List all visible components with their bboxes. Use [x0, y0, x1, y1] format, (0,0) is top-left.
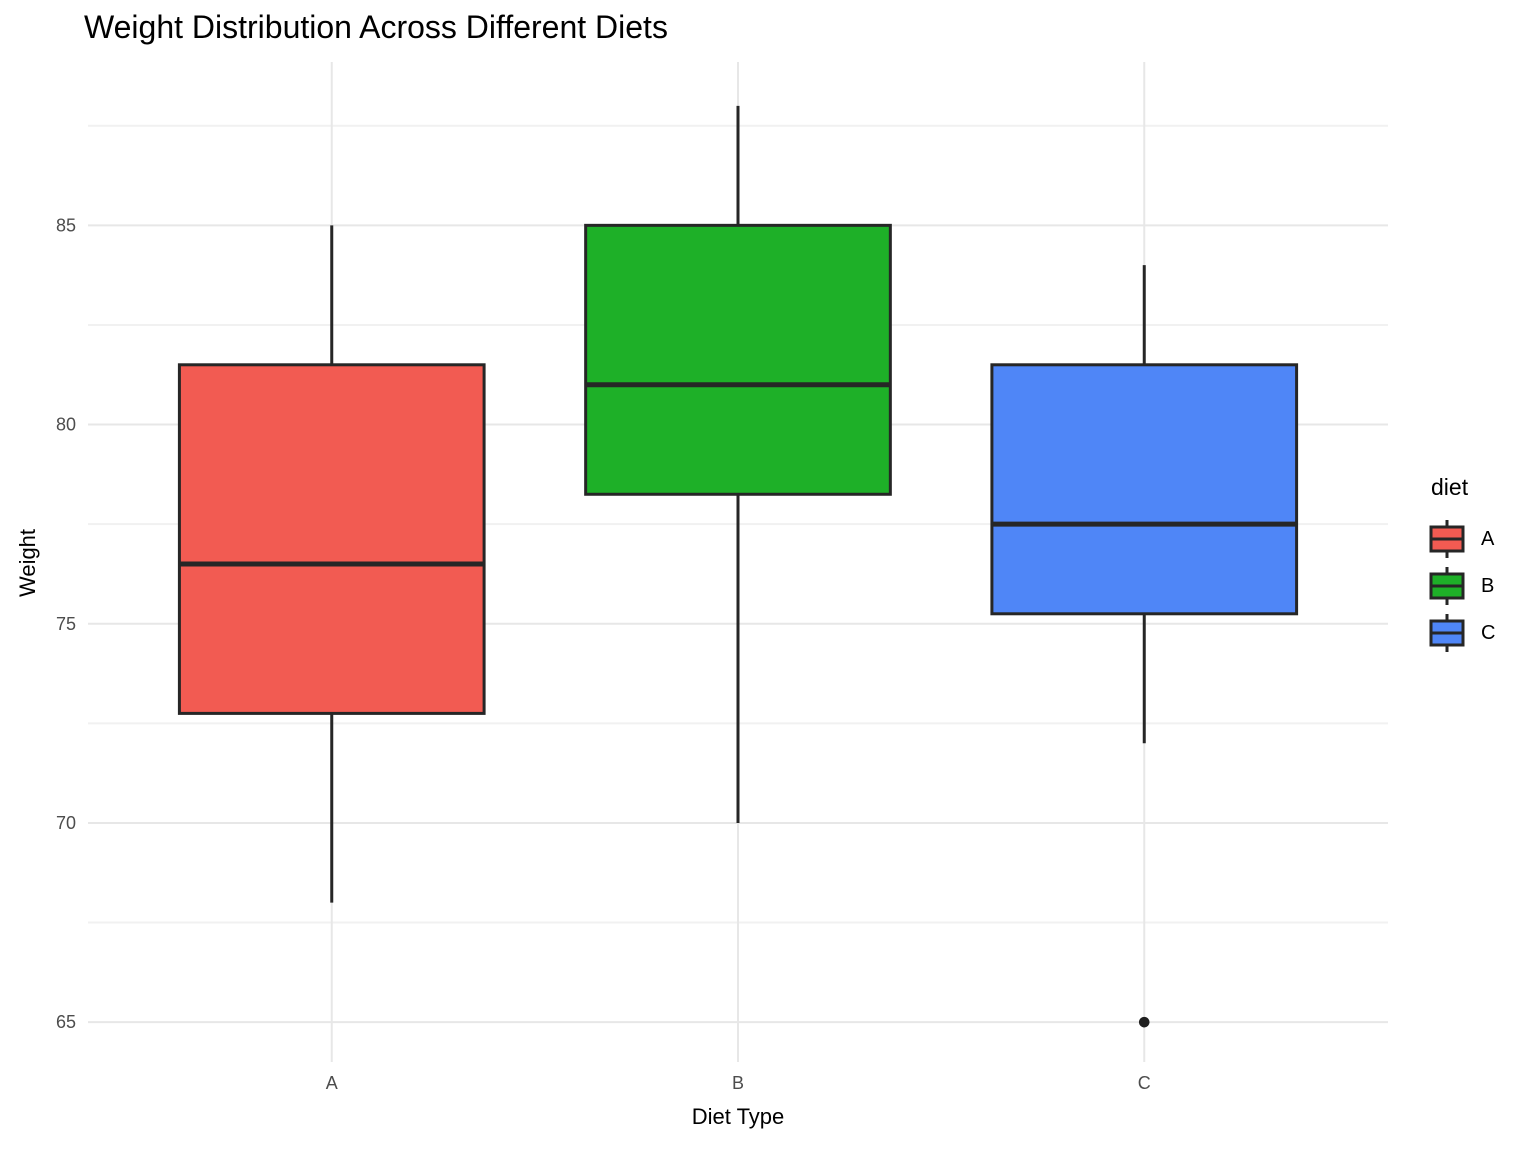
outlier-C	[1138, 1016, 1150, 1028]
x-tick-label-C: C	[1138, 1073, 1151, 1093]
box-B	[584, 223, 892, 496]
y-tick-label: 65	[56, 1012, 76, 1032]
legend-key-boxplot-icon	[1429, 614, 1465, 652]
legend-title: diet	[1431, 474, 1469, 500]
y-tick-label: 75	[56, 614, 76, 634]
legend: diet A B C	[1429, 474, 1495, 660]
legend-entry-C: C	[1429, 613, 1495, 653]
y-tick-label: 70	[56, 813, 76, 833]
legend-label: B	[1481, 574, 1495, 597]
x-tick-label-A: A	[326, 1073, 338, 1093]
y-tick-label: 85	[56, 215, 76, 235]
plot-title: Weight Distribution Across Different Die…	[84, 9, 668, 45]
legend-label: C	[1481, 621, 1496, 644]
legend-label: A	[1481, 527, 1495, 550]
y-axis-title: Weight	[15, 528, 40, 598]
legend-key-boxplot-icon	[1429, 567, 1465, 605]
y-tick-label: 80	[56, 415, 76, 435]
legend-entries: A B C	[1429, 519, 1495, 653]
legend-entry-B: B	[1429, 566, 1495, 606]
legend-entry-A: A	[1429, 519, 1495, 559]
legend-key-boxplot-icon	[1429, 520, 1465, 558]
box-C	[990, 363, 1299, 616]
x-tick-label-B: B	[732, 1073, 744, 1093]
box-A	[177, 363, 486, 715]
x-axis-title: Diet Type	[691, 1104, 785, 1129]
